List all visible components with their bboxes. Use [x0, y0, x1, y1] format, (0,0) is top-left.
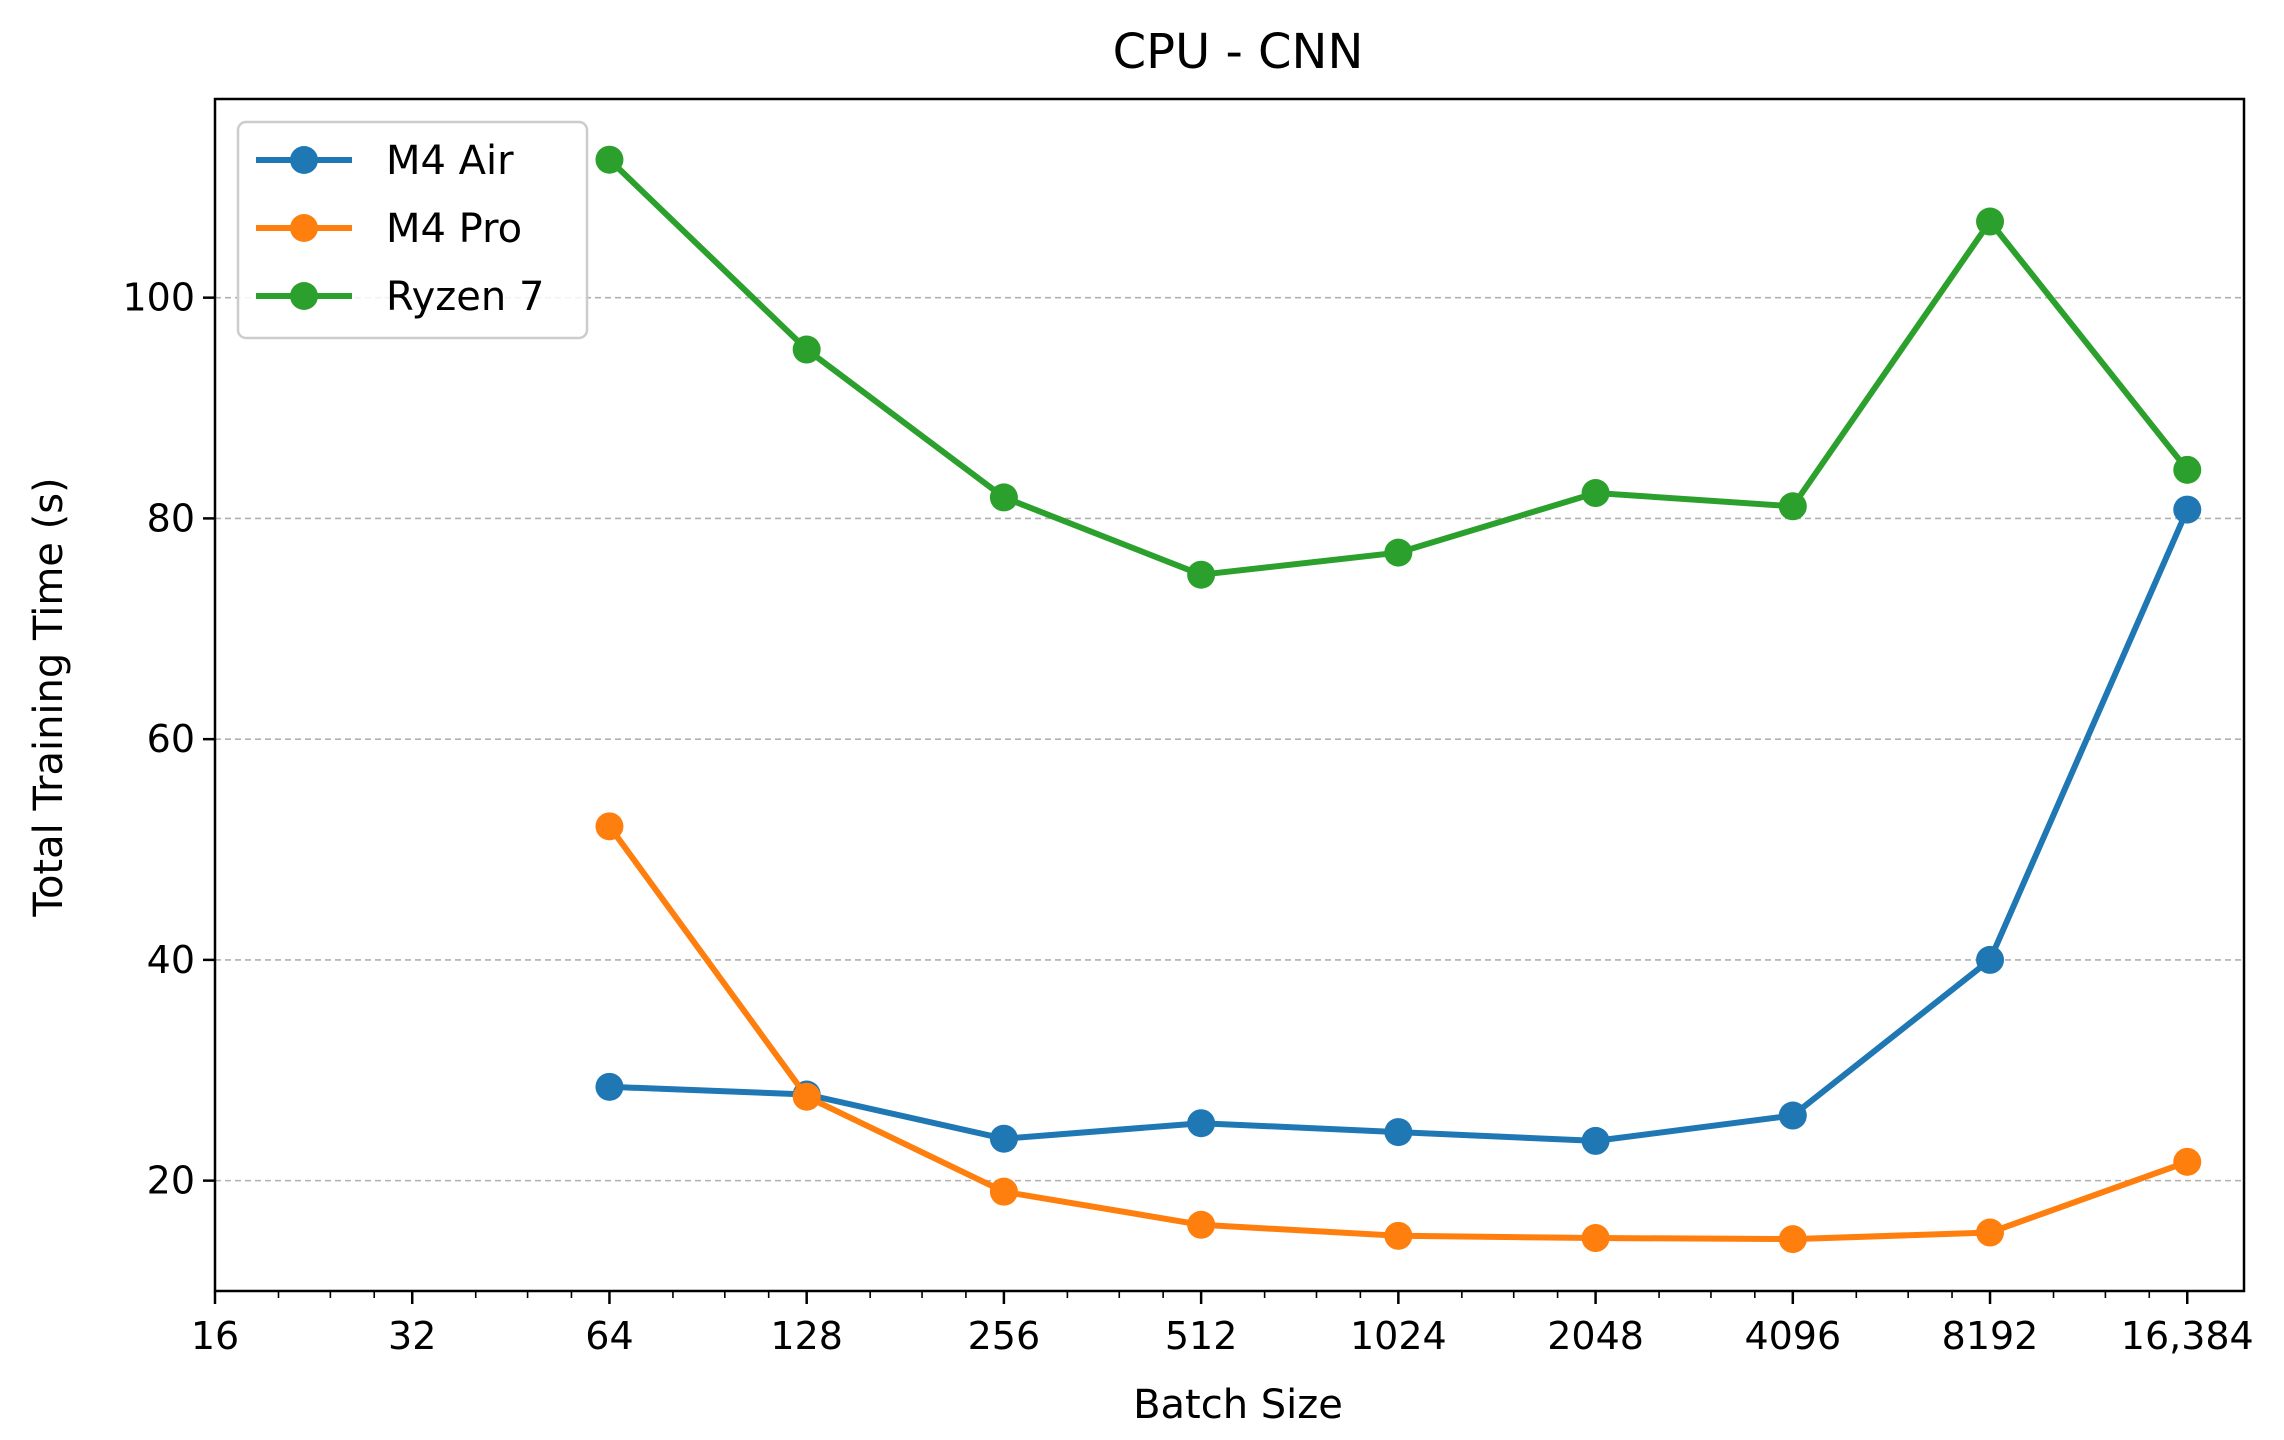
data-point: [1976, 945, 2005, 974]
y-tick-label: 60: [147, 717, 195, 761]
x-tick-label: 4096: [1744, 1314, 1841, 1358]
data-point: [1976, 1218, 2005, 1247]
data-point: [1384, 1118, 1413, 1147]
data-point: [1187, 1210, 1216, 1239]
chart-title: CPU - CNN: [1113, 24, 1364, 80]
data-point: [1384, 1221, 1413, 1250]
data-point: [1187, 560, 1216, 589]
y-tick-label: 80: [147, 496, 195, 540]
x-tick-label: 512: [1165, 1314, 1238, 1358]
data-point: [1384, 538, 1413, 567]
y-axis-label: Total Training Time (s): [26, 477, 72, 917]
series-m4-air: [595, 495, 2202, 1155]
data-point: [792, 1082, 821, 1111]
x-tick-label: 16,384: [2121, 1314, 2254, 1358]
x-tick-label: 2048: [1547, 1314, 1644, 1358]
series-ryzen-7: [595, 145, 2202, 589]
data-point: [2173, 1147, 2202, 1176]
series-group: [595, 145, 2202, 1254]
x-axis-label: Batch Size: [1133, 1382, 1343, 1428]
legend-item: Ryzen 7: [256, 274, 544, 320]
data-point: [595, 1072, 624, 1101]
data-point: [595, 812, 624, 841]
data-point: [1581, 479, 1610, 508]
gridlines: [215, 296, 2244, 1182]
y-tick-label: 20: [147, 1159, 195, 1203]
data-point: [1778, 1225, 1807, 1254]
data-point: [1187, 1109, 1216, 1138]
x-axis: 16 32 64 128 256 512 1024 2048 4096 8192 16,384: [191, 1291, 2254, 1358]
legend-item: M4 Air: [256, 138, 514, 184]
x-tick-label: 8192: [1942, 1314, 2039, 1358]
data-point: [989, 1177, 1018, 1206]
series-line: [606, 156, 2191, 578]
series-line: [606, 823, 2191, 1243]
data-point: [989, 483, 1018, 512]
x-tick-label: 128: [770, 1314, 843, 1358]
legend-frame: [236, 120, 589, 340]
legend-label: M4 Air: [386, 138, 514, 184]
series-line: [606, 506, 2191, 1144]
data-point: [792, 335, 821, 364]
legend-swatch-marker: [290, 146, 318, 174]
legend-item: M4 Pro: [256, 206, 522, 252]
legend-swatch-marker: [290, 214, 318, 242]
y-tick-label: 40: [147, 938, 195, 982]
data-point: [595, 145, 624, 174]
series-m4-pro: [595, 812, 2202, 1254]
x-tick-label: 16: [191, 1314, 239, 1358]
data-point: [1778, 492, 1807, 521]
x-tick-label: 64: [585, 1314, 633, 1358]
data-point: [1778, 1101, 1807, 1130]
legend-label: M4 Pro: [386, 206, 522, 252]
y-axis: 20 40 60 80 100: [122, 276, 215, 1203]
data-point: [2173, 455, 2202, 484]
legend-label: Ryzen 7: [386, 274, 544, 320]
y-tick-label: 100: [122, 276, 195, 320]
data-point: [2173, 495, 2202, 524]
x-tick-label: 256: [968, 1314, 1041, 1358]
legend-swatch-marker: [290, 282, 318, 310]
plot-area-frame: [213, 97, 2246, 1293]
data-point: [1581, 1224, 1610, 1253]
legend: M4 Air M4 Pro Ryzen 7: [236, 120, 589, 340]
data-point: [989, 1124, 1018, 1153]
data-point: [1976, 207, 2005, 236]
x-tick-label: 1024: [1350, 1314, 1447, 1358]
x-tick-label: 32: [388, 1314, 436, 1358]
data-point: [1581, 1126, 1610, 1155]
